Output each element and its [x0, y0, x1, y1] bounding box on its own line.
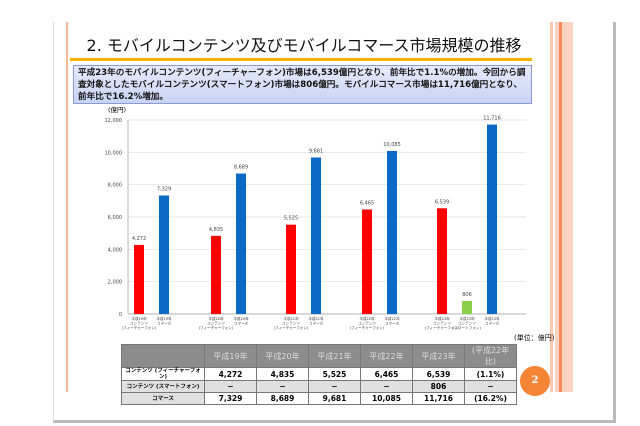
table-header-row: 平成19年 平成20年 平成21年 平成22年 平成23年 (平成22年比): [121, 344, 517, 368]
y-tick-label: 6,000: [108, 215, 122, 221]
y-tick-label: 4,000: [108, 247, 122, 253]
x-tick-label: 平成21年コンテンツ(フィーチャーフォン): [274, 316, 309, 330]
right-stripe: [550, 22, 553, 392]
x-tick-label: 平成19年コマース: [156, 316, 172, 326]
cell: (1.1%): [464, 367, 517, 381]
cell: −: [464, 380, 517, 393]
data-label: 5,525: [284, 216, 298, 222]
cell: 5,525: [308, 367, 361, 381]
header-cell: 平成21年: [308, 344, 361, 368]
right-stripe: [559, 22, 562, 392]
data-label: 6,539: [435, 199, 449, 205]
y-tick-label: 0: [119, 312, 122, 318]
row-label: コンテンツ (フィーチャーフォン): [121, 367, 205, 381]
y-tick-label: 12,000: [105, 118, 123, 124]
data-label: 4,835: [209, 227, 223, 233]
data-label: 9,681: [309, 148, 323, 154]
cell: 8,689: [256, 392, 309, 405]
bar: [236, 173, 246, 314]
table-row: コマース 7,329 8,689 9,681 10,085 11,716 (16.2%): [121, 392, 517, 405]
bar: [362, 209, 372, 314]
data-label: 7,329: [157, 187, 171, 193]
data-label: 11,716: [483, 116, 501, 122]
bar: [286, 224, 296, 314]
data-table: 平成19年 平成20年 平成21年 平成22年 平成23年 (平成22年比) コンテンツ …: [121, 344, 517, 405]
bar: [387, 150, 397, 314]
row-label: コンテンツ (スマートフォン): [121, 380, 205, 393]
left-accent-line: [66, 22, 68, 392]
data-label: 6,465: [360, 200, 374, 206]
header-cell: 平成20年: [256, 344, 309, 368]
header-cell: 平成19年: [204, 344, 257, 368]
bar: [159, 195, 169, 314]
header-cell: [121, 344, 205, 368]
header-cell: (平成22年比): [464, 344, 517, 368]
x-tick-label: 平成23年コンテンツ(スマートフォン): [453, 316, 481, 330]
data-label: 10,085: [383, 142, 401, 148]
bar: [487, 124, 497, 314]
cell: 6,539: [412, 367, 465, 381]
x-tick-label: 平成20年コンテンツ(フィーチャーフォン): [199, 316, 234, 330]
title-underline: [70, 58, 532, 61]
slide-title: 2. モバイルコンテンツ及びモバイルコマース市場規模の推移: [86, 36, 522, 55]
cell: (16.2%): [464, 392, 517, 405]
slide: 2. モバイルコンテンツ及びモバイルコマース市場規模の推移 平成23年のモバイル…: [53, 22, 616, 423]
unit-label: (単位：億円): [514, 334, 555, 342]
bar: [211, 235, 221, 314]
cell: 10,085: [360, 392, 413, 405]
x-tick-label: 平成22年コマース: [384, 316, 400, 326]
bar-chart: (億円) 0 2,000 4,000 6,000 8,000 10,000 12,000 4,2…: [105, 105, 526, 330]
y-axis-title: (億円): [108, 105, 126, 114]
cell: 11,716: [412, 392, 465, 405]
bar: [437, 208, 447, 314]
x-tick-label: 平成21年コマース: [308, 316, 324, 326]
bar: [462, 300, 472, 314]
table-row: コンテンツ (フィーチャーフォン) 4,272 4,835 5,525 6,465 6,5…: [121, 367, 517, 381]
data-label: 806: [462, 292, 472, 298]
x-tick-label: 平成20年コマース: [233, 316, 249, 326]
x-tick-label: 平成23年コマース: [484, 316, 500, 326]
x-tick-label: 平成22年コンテンツ(フィーチャーフォン): [350, 316, 385, 330]
x-tick-label: 平成23年コンテンツ(フィーチャーフォン): [425, 316, 460, 330]
cell: 4,272: [204, 367, 257, 381]
summary-box: 平成23年のモバイルコンテンツ(フィーチャーフォン)市場は6,539億円となり、…: [73, 65, 532, 104]
bar: [134, 244, 144, 314]
page-number-badge: 2: [520, 366, 550, 396]
row-label: コマース: [121, 392, 205, 405]
cell: 9,681: [308, 392, 361, 405]
cell: 6,465: [360, 367, 413, 381]
y-tick-label: 8,000: [108, 183, 122, 189]
bar: [311, 157, 321, 314]
header-cell: 平成22年: [360, 344, 413, 368]
y-tick-label: 10,000: [105, 150, 123, 156]
data-label: 8,689: [234, 165, 248, 171]
cell: −: [256, 380, 309, 393]
cell: −: [204, 380, 257, 393]
header-cell: 平成23年: [412, 344, 465, 368]
cell: 806: [412, 380, 465, 393]
cell: −: [360, 380, 413, 393]
cell: −: [308, 380, 361, 393]
table-row: コンテンツ (スマートフォン) − − − −806−: [121, 380, 517, 393]
cell: 4,835: [256, 367, 309, 381]
cell: 7,329: [204, 392, 257, 405]
x-tick-label: 平成19年コンテンツ(フィーチャーフォン): [122, 316, 157, 330]
data-label: 4,272: [132, 236, 146, 242]
y-tick-label: 2,000: [108, 280, 122, 286]
